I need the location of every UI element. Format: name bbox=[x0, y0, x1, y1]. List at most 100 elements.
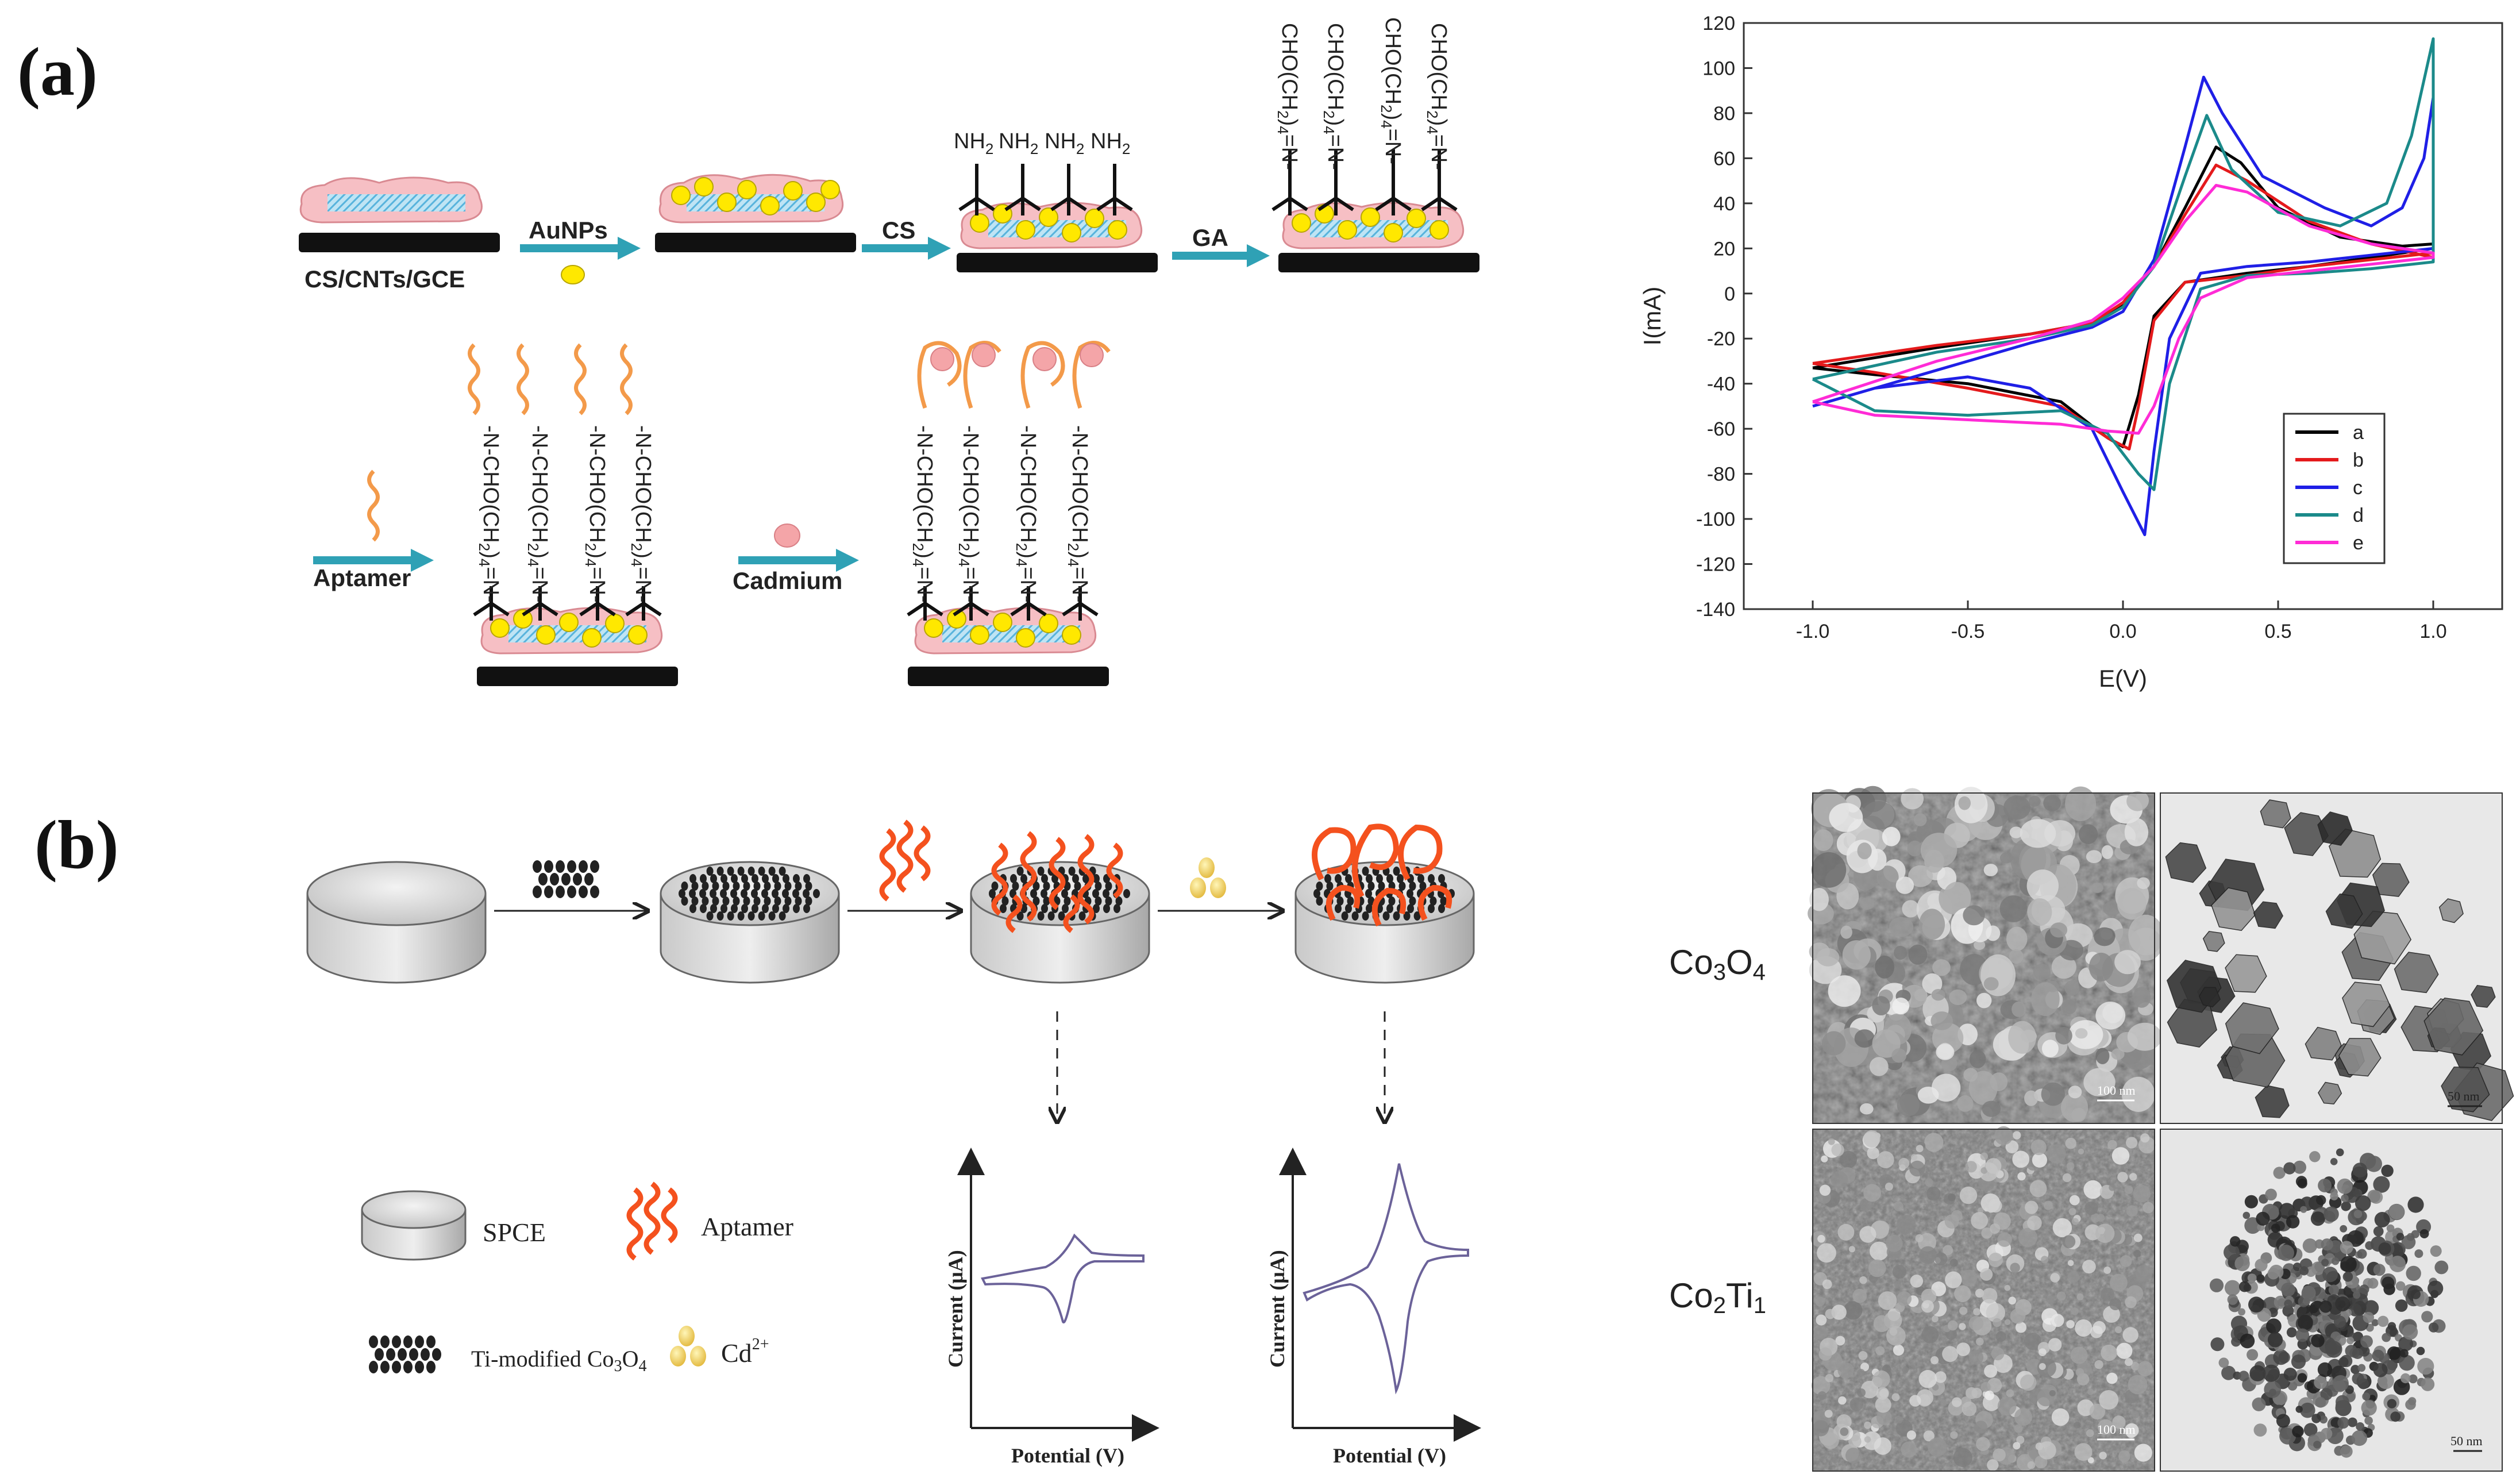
svg-text:-N-CHO(CH2)4=N-: -N-CHO(CH2)4=N- bbox=[525, 425, 552, 603]
x-tick-label: 0.0 bbox=[2109, 621, 2136, 642]
electrode-cs bbox=[957, 164, 1158, 272]
y-tick-label: 80 bbox=[1713, 103, 1735, 125]
svg-text:50 nm: 50 nm bbox=[2448, 1089, 2480, 1103]
aptamer-linker-labels: -N-CHO(CH2)4=N- -N-CHO(CH2)4=N- -N-CHO(C… bbox=[476, 425, 655, 603]
aptamer-icon bbox=[367, 469, 380, 542]
spce-modified bbox=[660, 861, 840, 984]
label-co3o4: Co3O4 bbox=[1669, 943, 1766, 985]
svg-text:-N-CHO(CH2)4=N-: -N-CHO(CH2)4=N- bbox=[910, 425, 937, 603]
x-axis: -1.0 -0.5 0.0 0.5 1.0 bbox=[1796, 601, 2447, 642]
svg-text:NH2: NH2 bbox=[954, 129, 993, 157]
legend-label-d: d bbox=[2353, 505, 2364, 526]
sem-image-co2ti1: 100 nm bbox=[1810, 1126, 2156, 1472]
svg-text:-N-CHO(CH2)4=N-: -N-CHO(CH2)4=N- bbox=[1065, 425, 1092, 603]
y-tick-label: -100 bbox=[1696, 509, 1735, 530]
svg-text:-N-CHO(CH2)4=N-: -N-CHO(CH2)4=N- bbox=[476, 425, 503, 603]
electrode-cs-cnts-gce bbox=[299, 176, 500, 252]
step-aunps-label: AuNPs bbox=[529, 217, 608, 244]
arrow-ga bbox=[1172, 244, 1270, 267]
ga-linker-labels: CHO(CH2)4=N- CHO(CH2)4=N- CHO(CH2)4=N- C… bbox=[1274, 17, 1451, 170]
tem-image-co3o4: 50 nm bbox=[2160, 792, 2514, 1124]
svg-text:Current (μA): Current (μA) bbox=[1266, 1250, 1289, 1368]
svg-text:100 nm: 100 nm bbox=[2097, 1422, 2136, 1437]
electrode-aptamer bbox=[468, 343, 678, 686]
electrode-cadmium bbox=[907, 341, 1111, 686]
spce-bare bbox=[306, 861, 487, 984]
svg-text:-N-CHO(CH2)4=N-: -N-CHO(CH2)4=N- bbox=[582, 425, 609, 603]
x-tick-label: -0.5 bbox=[1951, 621, 1985, 642]
legend-label-b: b bbox=[2353, 449, 2364, 471]
spce-cadmium bbox=[1294, 823, 1475, 984]
electrode-ga bbox=[1271, 149, 1479, 272]
x-tick-label: 1.0 bbox=[2419, 621, 2446, 642]
y-tick-label: -40 bbox=[1707, 374, 1735, 395]
svg-text:Aptamer: Aptamer bbox=[701, 1212, 793, 1241]
legend-spce: SPCE bbox=[361, 1190, 546, 1261]
legend-label-e: e bbox=[2353, 532, 2364, 554]
svg-text:50 nm: 50 nm bbox=[2450, 1434, 2483, 1448]
svg-text:NH2: NH2 bbox=[999, 129, 1038, 157]
legend-label-c: c bbox=[2353, 477, 2363, 499]
electrode-label: CS/CNTs/GCE bbox=[305, 265, 465, 292]
panel-label-a: (a) bbox=[17, 33, 98, 110]
svg-text:Ti-modified Co3O4: Ti-modified Co3O4 bbox=[471, 1346, 646, 1375]
svg-text:Potential (V): Potential (V) bbox=[1333, 1444, 1446, 1467]
svg-text:NH2: NH2 bbox=[1045, 129, 1084, 157]
y-tick-label: -60 bbox=[1707, 418, 1735, 440]
step-cs-label: CS bbox=[882, 217, 915, 244]
series-line-d bbox=[1812, 37, 2435, 491]
svg-text:Cd2+: Cd2+ bbox=[721, 1335, 769, 1368]
cv-chart: 120100806040200-20-40-60-80-100-120-140 … bbox=[1639, 13, 2503, 692]
legend-label-a: a bbox=[2353, 422, 2364, 444]
x-tick-label: -1.0 bbox=[1796, 621, 1830, 642]
step-ga-label: GA bbox=[1192, 224, 1228, 251]
arrow-cadmium bbox=[738, 549, 859, 572]
cadmium-icon bbox=[774, 523, 800, 548]
svg-text:SPCE: SPCE bbox=[483, 1218, 546, 1247]
chart-frame bbox=[1743, 22, 2503, 610]
y-tick-label: 60 bbox=[1713, 148, 1735, 170]
nanoparticle-cluster-icon bbox=[533, 860, 599, 898]
svg-text:CHO(CH2)4=N-: CHO(CH2)4=N- bbox=[1424, 23, 1451, 170]
arrow-aunps bbox=[520, 237, 641, 260]
aptamer-icon-b bbox=[879, 819, 931, 902]
y-tick-label: 100 bbox=[1702, 57, 1735, 79]
legend-aptamer: Aptamer bbox=[626, 1181, 793, 1261]
x-axis-title: E(V) bbox=[2099, 665, 2147, 692]
series-group bbox=[1812, 37, 2435, 536]
amine-labels: NH2 NH2 NH2 NH2 bbox=[954, 129, 1130, 157]
legend-ti-modified: Ti-modified Co3O4 bbox=[369, 1335, 646, 1375]
cadmium-linker-labels: -N-CHO(CH2)4=N- -N-CHO(CH2)4=N- -N-CHO(C… bbox=[910, 425, 1092, 603]
svg-text:CHO(CH2)4=N-: CHO(CH2)4=N- bbox=[1320, 23, 1347, 170]
svg-text:CHO(CH2)4=N-: CHO(CH2)4=N- bbox=[1274, 23, 1301, 170]
arrow-cs bbox=[862, 237, 951, 260]
y-axis: 120 100 80 60 40 20 0 -20 -40 -60 -80 -100 -120 -140 bbox=[1696, 13, 1752, 621]
svg-text:-N-CHO(CH2)4=N-: -N-CHO(CH2)4=N- bbox=[1013, 425, 1040, 603]
y-tick-label: 40 bbox=[1713, 193, 1735, 215]
y-axis-title: I(mA) bbox=[1639, 287, 1666, 346]
electrode-aunps bbox=[655, 174, 856, 252]
x-tick-label: 0.5 bbox=[2264, 621, 2291, 642]
svg-text:Potential (V): Potential (V) bbox=[1011, 1444, 1124, 1467]
svg-text:-N-CHO(CH2)4=N-: -N-CHO(CH2)4=N- bbox=[628, 425, 655, 603]
svg-text:100 nm: 100 nm bbox=[2097, 1083, 2136, 1098]
label-co2ti1: Co2Ti1 bbox=[1669, 1276, 1766, 1318]
step-aptamer-label: Aptamer bbox=[313, 564, 411, 591]
arrow-aptamer bbox=[313, 549, 434, 572]
y-tick-label: 0 bbox=[1724, 283, 1735, 305]
sem-image-co3o4: 100 nm bbox=[1808, 786, 2164, 1124]
y-tick-label: -140 bbox=[1696, 599, 1735, 621]
legend-cd: Cd2+ bbox=[670, 1326, 769, 1368]
tem-image-co2ti1: 50 nm bbox=[2160, 1129, 2503, 1472]
panel-label-b: (b) bbox=[34, 806, 119, 883]
y-tick-label: 120 bbox=[1702, 13, 1735, 34]
svg-text:NH2: NH2 bbox=[1091, 129, 1130, 157]
svg-text:CHO(CH2)4=N-: CHO(CH2)4=N- bbox=[1378, 17, 1405, 164]
cd-ion-icon bbox=[1190, 857, 1226, 898]
svg-text:Current (μA): Current (μA) bbox=[944, 1250, 967, 1368]
aunp-icon bbox=[561, 265, 585, 284]
inset-cv-1: Current (μA) Potential (V) bbox=[944, 1148, 1159, 1467]
series-line-e bbox=[1812, 184, 2435, 435]
